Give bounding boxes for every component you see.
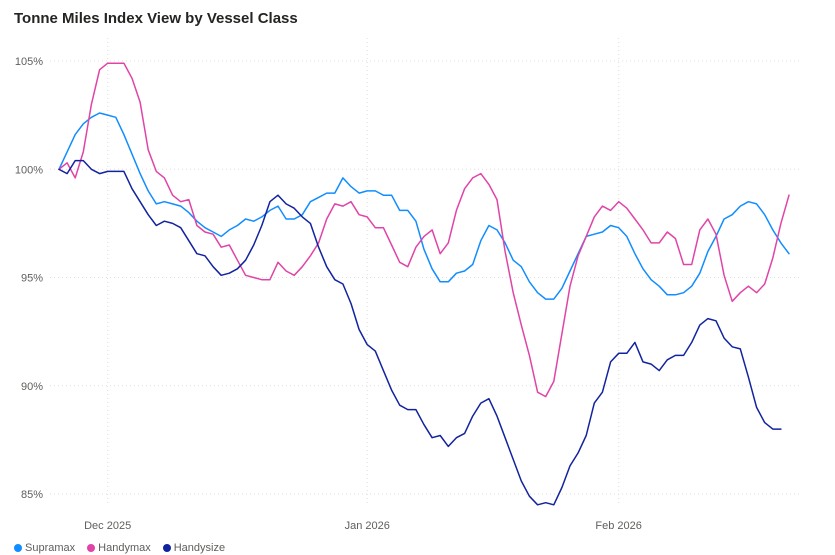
x-tick-label: Feb 2026 bbox=[595, 520, 641, 532]
legend-item-supramax[interactable]: Supramax bbox=[14, 541, 75, 555]
legend-label: Supramax bbox=[25, 542, 76, 554]
legend-label: Handymax bbox=[98, 542, 151, 554]
gridlines bbox=[50, 38, 800, 506]
legend-item-handysize[interactable]: Handysize bbox=[162, 541, 226, 555]
y-tick-label: 95% bbox=[21, 273, 43, 285]
series-line-supramax[interactable] bbox=[58, 112, 790, 300]
y-axis-labels: 85% 90% 95% 100% 105% bbox=[15, 56, 43, 501]
legend-label: Handysize bbox=[173, 542, 226, 554]
legend: Supramax Handymax Handysize bbox=[14, 541, 225, 555]
y-tick-label: 90% bbox=[21, 381, 43, 393]
y-tick-label: 100% bbox=[15, 164, 43, 176]
y-tick-label: 85% bbox=[21, 489, 43, 501]
legend-dot-icon bbox=[87, 544, 96, 552]
legend-item-handymax[interactable]: Handymax bbox=[87, 541, 151, 555]
line-chart[interactable]: 85% 90% 95% 100% 105% Dec 2025 Jan 2026 Feb 20… bbox=[0, 0, 835, 540]
chart-title: Tonne Miles Index View by Vessel Class bbox=[14, 10, 298, 27]
y-tick-label: 105% bbox=[15, 56, 43, 68]
x-axis-labels: Dec 2025 Jan 2026 Feb 2026 bbox=[84, 520, 642, 532]
series-line-handysize[interactable] bbox=[58, 159, 782, 506]
legend-dot-icon bbox=[14, 544, 22, 552]
x-tick-label: Jan 2026 bbox=[345, 520, 390, 532]
x-tick-label: Dec 2025 bbox=[84, 520, 131, 532]
legend-dot-icon bbox=[162, 544, 171, 552]
series-lines[interactable] bbox=[58, 62, 790, 506]
series-line-handymax[interactable] bbox=[58, 62, 790, 398]
